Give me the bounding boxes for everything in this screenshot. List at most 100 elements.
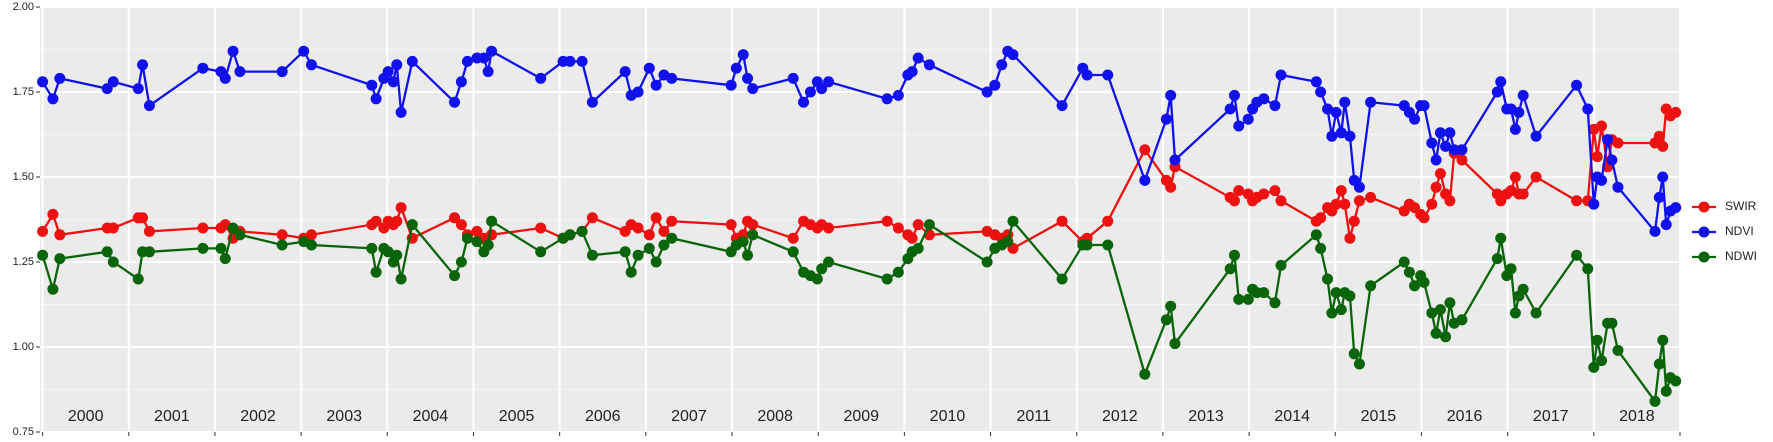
data-point <box>107 222 119 234</box>
data-point <box>881 273 893 285</box>
data-point <box>486 215 498 227</box>
data-point <box>382 246 394 258</box>
data-point <box>586 96 598 108</box>
data-point <box>725 219 737 231</box>
data-point <box>892 266 904 278</box>
data-point <box>1649 225 1661 237</box>
data-point <box>1275 195 1287 207</box>
data-point <box>1670 106 1682 118</box>
data-point <box>1426 307 1438 319</box>
data-point <box>449 270 461 282</box>
data-point <box>1596 355 1608 367</box>
data-point <box>823 256 835 268</box>
data-point <box>37 249 49 261</box>
data-point <box>816 263 828 275</box>
data-point <box>1657 140 1669 152</box>
data-point <box>1456 154 1468 166</box>
data-point <box>47 283 59 295</box>
data-point <box>619 246 631 258</box>
data-point <box>564 55 576 67</box>
data-point <box>1418 100 1430 112</box>
year-label: 2017 <box>1533 408 1569 425</box>
data-point <box>132 83 144 95</box>
data-point <box>395 273 407 285</box>
data-point <box>391 215 403 227</box>
data-point <box>823 222 835 234</box>
data-point <box>1456 314 1468 326</box>
data-point <box>54 229 66 241</box>
data-point <box>305 59 317 71</box>
data-point <box>1430 181 1442 193</box>
data-point <box>737 236 749 248</box>
data-point <box>107 76 119 88</box>
data-point <box>1530 130 1542 142</box>
data-point <box>482 66 494 78</box>
data-point <box>471 236 483 248</box>
data-point <box>912 219 924 231</box>
data-point <box>461 55 473 67</box>
data-point <box>1330 106 1342 118</box>
data-point <box>137 212 149 224</box>
year-label: 2008 <box>757 408 793 425</box>
data-point <box>455 219 467 231</box>
data-point <box>1509 307 1521 319</box>
data-point <box>730 62 742 74</box>
data-point <box>1160 314 1172 326</box>
data-point <box>137 59 149 71</box>
data-point <box>1258 188 1270 200</box>
data-point <box>981 256 993 268</box>
data-point <box>923 59 935 71</box>
year-label: 2018 <box>1619 408 1655 425</box>
data-point <box>1660 219 1672 231</box>
data-point <box>366 79 378 91</box>
data-point <box>1165 89 1177 101</box>
data-point <box>1353 358 1365 370</box>
data-point <box>747 83 759 95</box>
data-point <box>632 249 644 261</box>
data-point <box>1649 395 1661 407</box>
data-point <box>234 66 246 78</box>
data-point <box>1444 127 1456 139</box>
data-point <box>1139 368 1151 380</box>
data-point <box>1258 287 1270 299</box>
data-point <box>643 62 655 74</box>
data-point <box>305 229 317 241</box>
data-point <box>625 266 637 278</box>
data-point <box>406 55 418 67</box>
data-point <box>787 246 799 258</box>
data-point <box>1509 123 1521 135</box>
data-point <box>1056 215 1068 227</box>
data-point <box>1233 185 1245 197</box>
data-point <box>1591 334 1603 346</box>
year-label: 2016 <box>1447 408 1483 425</box>
data-point <box>1588 361 1600 373</box>
data-point <box>1056 273 1068 285</box>
data-point <box>1491 253 1503 265</box>
data-point <box>1165 181 1177 193</box>
data-point <box>1339 198 1351 210</box>
data-point <box>1315 212 1327 224</box>
data-point <box>666 215 678 227</box>
data-point <box>391 59 403 71</box>
data-point <box>1258 93 1270 105</box>
data-point <box>1530 171 1542 183</box>
data-point <box>1517 188 1529 200</box>
data-point <box>1160 113 1172 125</box>
data-point <box>1434 127 1446 139</box>
data-point <box>1242 113 1254 125</box>
data-point <box>576 55 588 67</box>
data-point <box>906 232 918 244</box>
year-label: 2015 <box>1361 408 1397 425</box>
year-label: 2013 <box>1188 408 1224 425</box>
data-point <box>1169 154 1181 166</box>
data-point <box>1081 239 1093 251</box>
data-point <box>742 249 754 261</box>
year-label: 2005 <box>499 408 535 425</box>
data-point <box>1269 297 1281 309</box>
data-point <box>1660 385 1672 397</box>
data-point <box>1335 185 1347 197</box>
data-point <box>276 239 288 251</box>
data-point <box>47 93 59 105</box>
y-tick-label: 1.50 <box>13 171 34 183</box>
